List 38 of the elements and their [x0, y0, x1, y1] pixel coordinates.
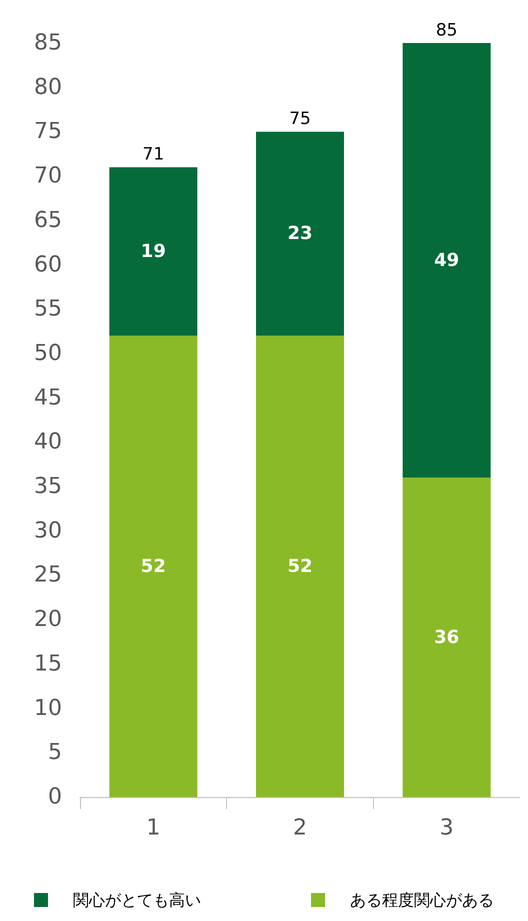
bar [402, 43, 491, 478]
y-tick-label: 0 [48, 784, 62, 810]
y-tick-label: 15 [34, 651, 62, 676]
x-tick-label: 2 [293, 816, 307, 840]
y-tick-label: 50 [34, 340, 62, 366]
legend-label: 関心がとても高い [73, 890, 201, 910]
y-tick-label: 70 [34, 164, 62, 189]
y-tick-label: 85 [34, 30, 62, 56]
y-tick-label: 65 [34, 208, 62, 233]
bar [256, 336, 344, 797]
bar [402, 478, 491, 797]
y-tick-label: 55 [34, 296, 62, 322]
y-tick-label: 30 [34, 518, 62, 544]
x-tick-label: 1 [146, 816, 160, 840]
data-label: 52 [287, 556, 313, 577]
y-tick-label: 45 [34, 385, 62, 410]
y-tick-label: 25 [34, 562, 62, 588]
x-tick-label: 3 [440, 816, 454, 840]
y-tick-label: 60 [34, 252, 62, 278]
total-label: 85 [436, 20, 458, 40]
y-tick-label: 80 [34, 74, 62, 100]
y-tick-label: 35 [34, 474, 62, 500]
bar [256, 132, 344, 336]
bar [109, 167, 198, 336]
data-label: 49 [434, 250, 460, 271]
y-tick-label: 75 [34, 119, 62, 144]
y-tick-label: 5 [48, 740, 62, 766]
legend-label: ある程度関心がある [350, 890, 494, 910]
y-tick-label: 20 [34, 607, 62, 632]
data-label: 36 [434, 626, 460, 648]
total-label: 75 [289, 109, 311, 130]
data-label: 23 [287, 223, 313, 244]
data-label: 52 [140, 556, 166, 577]
bar [109, 336, 198, 797]
y-tick-label: 40 [34, 430, 62, 455]
y-tick-label: 10 [34, 696, 62, 721]
total-label: 71 [142, 144, 164, 165]
data-label: 19 [140, 240, 166, 262]
